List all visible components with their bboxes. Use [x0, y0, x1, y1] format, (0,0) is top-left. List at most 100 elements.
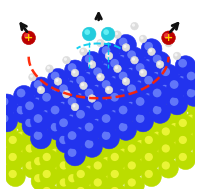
Circle shape	[42, 187, 51, 189]
Circle shape	[135, 97, 144, 106]
Circle shape	[161, 93, 169, 101]
Circle shape	[17, 89, 25, 97]
Circle shape	[13, 102, 34, 123]
Circle shape	[144, 153, 152, 161]
Circle shape	[67, 80, 76, 89]
Circle shape	[14, 146, 34, 165]
Circle shape	[73, 99, 93, 119]
Circle shape	[73, 116, 93, 136]
Circle shape	[101, 80, 110, 89]
Circle shape	[37, 86, 45, 94]
Circle shape	[140, 39, 161, 60]
Circle shape	[132, 94, 153, 115]
Circle shape	[124, 107, 144, 127]
Circle shape	[17, 115, 25, 123]
Circle shape	[76, 170, 84, 178]
Circle shape	[115, 102, 136, 123]
Circle shape	[124, 175, 144, 189]
Circle shape	[116, 78, 135, 97]
Circle shape	[68, 157, 76, 165]
Circle shape	[42, 136, 51, 144]
Circle shape	[76, 102, 84, 110]
Circle shape	[127, 110, 135, 119]
Circle shape	[113, 31, 121, 39]
Circle shape	[93, 161, 101, 170]
Circle shape	[152, 72, 161, 80]
Circle shape	[64, 111, 85, 132]
Circle shape	[0, 123, 8, 131]
Circle shape	[107, 184, 127, 189]
Circle shape	[107, 90, 127, 111]
Circle shape	[174, 73, 195, 94]
Circle shape	[116, 163, 135, 182]
Circle shape	[34, 174, 42, 182]
Circle shape	[161, 31, 174, 45]
Circle shape	[161, 110, 169, 119]
Circle shape	[89, 96, 92, 99]
Circle shape	[96, 40, 104, 47]
Circle shape	[82, 180, 101, 189]
Circle shape	[118, 72, 127, 80]
Circle shape	[85, 183, 93, 189]
Circle shape	[107, 116, 127, 136]
Circle shape	[25, 118, 34, 127]
Circle shape	[14, 129, 34, 148]
Circle shape	[133, 120, 152, 140]
Circle shape	[50, 72, 59, 80]
Circle shape	[17, 149, 25, 157]
Circle shape	[152, 89, 161, 97]
Circle shape	[65, 120, 84, 140]
Circle shape	[76, 136, 84, 144]
Circle shape	[30, 94, 51, 115]
Circle shape	[119, 98, 127, 106]
Circle shape	[72, 104, 75, 108]
Circle shape	[90, 115, 110, 136]
Circle shape	[127, 161, 135, 170]
Circle shape	[48, 112, 67, 131]
Circle shape	[119, 132, 127, 140]
Circle shape	[119, 81, 127, 89]
Circle shape	[59, 161, 68, 170]
Circle shape	[115, 119, 136, 140]
Circle shape	[166, 137, 186, 157]
Circle shape	[22, 115, 43, 136]
Text: +: +	[24, 33, 33, 43]
Circle shape	[102, 123, 110, 131]
Circle shape	[68, 140, 76, 148]
Circle shape	[124, 107, 144, 127]
Circle shape	[51, 149, 59, 157]
Circle shape	[107, 150, 127, 170]
Circle shape	[0, 114, 8, 123]
Circle shape	[140, 90, 161, 111]
Circle shape	[101, 63, 110, 72]
Circle shape	[98, 43, 119, 64]
Circle shape	[119, 115, 127, 123]
Circle shape	[131, 57, 134, 61]
Circle shape	[48, 94, 67, 114]
Circle shape	[84, 29, 90, 35]
Circle shape	[158, 90, 177, 110]
Circle shape	[90, 98, 110, 119]
Circle shape	[186, 89, 195, 97]
Circle shape	[90, 107, 110, 127]
Circle shape	[85, 115, 93, 123]
Circle shape	[152, 132, 161, 140]
Circle shape	[34, 106, 42, 114]
Circle shape	[62, 91, 70, 98]
Circle shape	[6, 133, 25, 153]
Circle shape	[124, 64, 144, 85]
Circle shape	[89, 62, 92, 65]
Circle shape	[81, 52, 102, 72]
Circle shape	[79, 48, 87, 56]
Circle shape	[141, 167, 161, 187]
Circle shape	[195, 110, 200, 119]
Circle shape	[82, 129, 101, 148]
Circle shape	[65, 86, 84, 106]
Circle shape	[81, 85, 102, 106]
Circle shape	[73, 167, 93, 187]
Circle shape	[149, 86, 170, 106]
Circle shape	[118, 123, 127, 131]
Circle shape	[30, 77, 51, 98]
Circle shape	[93, 101, 101, 110]
Circle shape	[39, 90, 60, 111]
